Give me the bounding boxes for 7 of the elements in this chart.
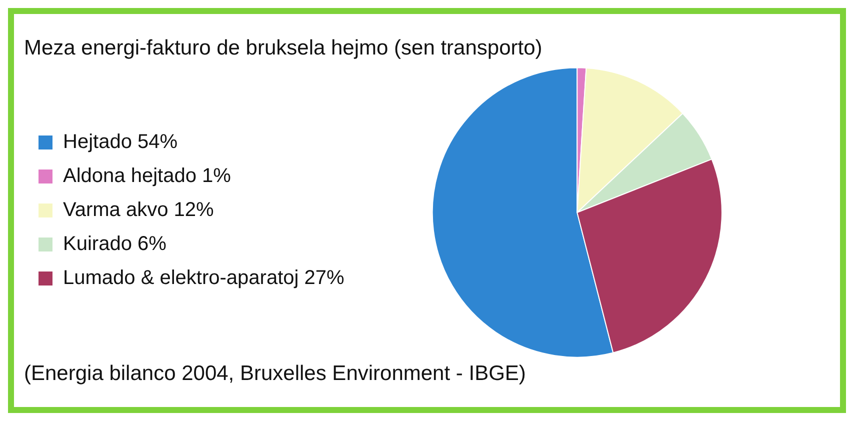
- legend-label: Varma akvo 12%: [63, 199, 214, 222]
- chart-title: Meza energi-fakturo de bruksela hejmo (sen transporto): [24, 36, 542, 60]
- legend-label: Hejtado 54%: [63, 131, 178, 154]
- text: (Energia bilanco 2004, Bruxelles Environment - IBGE): [24, 362, 526, 386]
- legend-label: Lumado & elektro-aparatoj 27%: [63, 267, 344, 290]
- legend-label: Aldona hejtado 1%: [63, 165, 232, 188]
- legend-label: Kuirado 6%: [63, 233, 167, 256]
